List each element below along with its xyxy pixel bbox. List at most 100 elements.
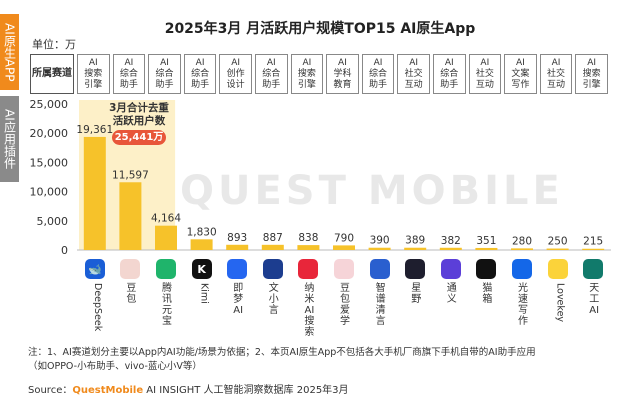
- bar-智谱清言: [368, 247, 391, 250]
- y-tick-label: 5,000: [37, 215, 69, 228]
- bar-文小言: [261, 244, 284, 250]
- bar-腾讯元宝: [155, 225, 177, 250]
- bar-星野: [404, 247, 427, 250]
- y-tick-label: 20,000: [30, 127, 69, 140]
- bar-DeepSeek: [83, 136, 106, 250]
- bar-光速写作: [511, 248, 533, 250]
- track-cell: AI 综合 助手: [361, 54, 395, 94]
- track-cell: AI 文案 写作: [504, 54, 537, 94]
- app-name-label: 通义: [446, 283, 457, 305]
- wenxiaoyan-icon: [262, 259, 283, 279]
- app-name-label: 纳米AI搜索: [304, 283, 315, 338]
- app-name-label: 猫箱: [482, 283, 493, 305]
- tongyi-icon: [440, 259, 461, 279]
- y-tick-label: 0: [61, 244, 68, 257]
- callout-line2: 活跃用户数: [112, 115, 166, 127]
- bar-value-label: 390: [370, 235, 390, 247]
- track-cell: AI 社交 互动: [397, 54, 430, 94]
- track-header: 所属赛道: [30, 54, 74, 94]
- nami-icon: [298, 259, 319, 279]
- lovekey-icon: [547, 259, 568, 279]
- yuanbao-icon: [156, 259, 176, 279]
- side-tab-ai-plugin[interactable]: AI应用插件: [0, 96, 19, 182]
- bar-value-label: 389: [405, 235, 425, 247]
- footnote-line2: （如OPPO-小布助手、vivo-蓝心小V等）: [28, 361, 202, 372]
- source-brand: QuestMobile: [72, 385, 144, 396]
- bar-value-label: 4,164: [151, 213, 181, 225]
- track-row: 所属赛道 AI 搜索 引擎 AI 综合 助手 AI 综合 助手 AI 综合 助手 AI …: [30, 54, 608, 94]
- watermark: QUEST MOBILE: [180, 168, 564, 214]
- y-tick-label: 15,000: [30, 156, 69, 169]
- bar-纳米AI搜索: [297, 245, 320, 250]
- chart-title: 2025年3月 月活跃用户规模TOP15 AI原生App: [164, 21, 476, 37]
- track-cell: AI 综合 助手: [432, 54, 466, 94]
- app-name-label: 文小言: [268, 283, 279, 316]
- track-cell: AI 社交 互动: [468, 54, 502, 94]
- bar-value-label: 351: [476, 235, 496, 247]
- track-cell: AI 搜索 引擎: [77, 54, 110, 94]
- track-cell: AI 综合 助手: [183, 54, 217, 94]
- app-name-label: 豆包爱学: [340, 283, 350, 327]
- app-name-label: Kimi: [198, 283, 210, 304]
- source-rest: AI INSIGHT 人工智能洞察数据库 2025年3月: [143, 385, 349, 396]
- bar-value-label: 215: [583, 236, 603, 248]
- bar-value-label: 887: [263, 232, 283, 244]
- track-cell: AI 综合 助手: [112, 54, 146, 94]
- track-cell: AI 搜索 引擎: [575, 54, 608, 94]
- y-tick-label: 25,000: [30, 98, 69, 111]
- bar-猫箱: [475, 247, 498, 250]
- total-pill: 25,441万: [112, 130, 166, 145]
- bar-value-label: 838: [298, 232, 318, 244]
- side-tab-ai-native-app[interactable]: AI原生APP: [0, 14, 19, 90]
- guangsu-icon: [512, 259, 532, 279]
- app-name-label: 豆包: [126, 283, 137, 305]
- source-line: Source：QuestMobile AI INSIGHT 人工智能洞察数据库 …: [28, 381, 349, 396]
- maoxiang-icon: [476, 259, 497, 279]
- unit-label: 单位：万: [32, 38, 76, 51]
- app-name-label: 天工AI: [589, 283, 600, 316]
- jimeng-icon: [227, 259, 248, 279]
- track-cell: AI 创作 设计: [219, 54, 252, 94]
- zhipu-icon: [369, 259, 390, 279]
- app-name-label: Lovekey: [554, 283, 566, 323]
- bar-value-label: 382: [441, 235, 461, 247]
- kimi-icon: K: [191, 259, 212, 279]
- y-tick-label: 10,000: [30, 186, 69, 199]
- bar-豆包爱学: [333, 245, 355, 250]
- bar-通义: [439, 247, 462, 250]
- bar-value-label: 1,830: [187, 226, 217, 238]
- bar-Lovekey: [546, 248, 569, 250]
- callout-line1: 3月合计去重: [109, 102, 169, 114]
- track-cell: AI 学科 教育: [326, 54, 359, 94]
- bar-value-label: 893: [227, 232, 247, 244]
- bar-chart: 0 5,000 10,000 15,000 20,000 25,000 19,361 11,5…: [30, 98, 611, 257]
- tiangong-icon: [583, 259, 604, 279]
- xingye-icon: [405, 259, 426, 279]
- bar-value-label: 11,597: [112, 169, 149, 181]
- track-cell: AI 综合 助手: [254, 54, 288, 94]
- aixue-avatar-icon: [334, 259, 354, 279]
- track-cell: AI 社交 互动: [539, 54, 573, 94]
- whale-icon: 🐋: [84, 259, 105, 279]
- doubao-avatar-icon: [120, 259, 141, 279]
- footnote-line1: 注：1、AI赛道划分主要以App内AI功能/场景为依据；2、本页AI原生App不…: [28, 347, 536, 358]
- total-callout: 3月合计去重 活跃用户数: [106, 102, 172, 128]
- app-name-label: 星野: [411, 283, 422, 305]
- source-prefix: Source：: [28, 385, 73, 396]
- bar-value-label: 250: [548, 236, 568, 248]
- app-name-label: 智谱清言: [375, 283, 386, 327]
- app-name-label: DeepSeek: [91, 283, 103, 332]
- bar-天工AI: [582, 248, 605, 250]
- bar-value-label: 280: [512, 235, 532, 247]
- track-cell: AI 综合 助手: [148, 54, 181, 94]
- app-name-label: 腾讯元宝: [162, 283, 172, 327]
- bar-value-label: 19,361: [76, 124, 113, 136]
- bar-value-label: 790: [334, 232, 354, 244]
- track-cell: AI 搜索 引擎: [290, 54, 324, 94]
- bar-即梦AI: [226, 244, 249, 250]
- bar-Kimi: [190, 239, 213, 250]
- bar-豆包: [119, 182, 142, 250]
- app-name-label: 光速写作: [518, 283, 528, 327]
- footnote: 注：1、AI赛道划分主要以App内AI功能/场景为依据；2、本页AI原生App不…: [28, 346, 628, 374]
- app-name-label: 即梦AI: [233, 283, 244, 316]
